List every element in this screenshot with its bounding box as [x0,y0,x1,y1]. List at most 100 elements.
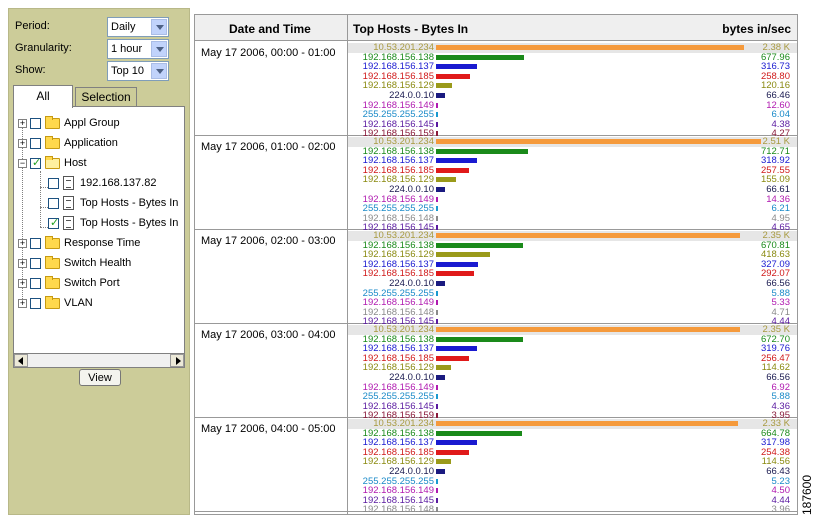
figure-id: 187600 [800,470,823,520]
period-time: May 17 2006, 02:00 - 03:00 [201,235,336,247]
host-name[interactable]: 192.168.156.149 [362,297,434,309]
chevron-down-icon[interactable] [151,19,167,35]
expand-icon[interactable]: + [18,298,27,308]
host-name[interactable]: 192.168.156.185 [362,446,434,458]
host-bar [436,375,445,380]
checkbox[interactable] [30,156,41,169]
granularity-label: Granularity: [15,42,72,54]
host-name[interactable]: 10.53.201.234 [373,42,434,53]
expand-icon[interactable]: + [18,138,27,148]
checkbox[interactable] [48,178,59,189]
checkbox[interactable] [30,258,41,269]
host-name[interactable]: 192.168.156.138 [362,239,434,251]
host-value: 114.56 [761,456,790,468]
host-name[interactable]: 192.168.156.185 [362,164,434,176]
view-button[interactable]: View [79,369,121,386]
host-name[interactable]: 192.168.156.149 [362,193,434,205]
host-name[interactable]: 255.255.255.255 [362,475,434,487]
checkbox[interactable] [48,216,59,229]
host-name[interactable]: 192.168.156.159 [362,128,434,140]
tab-all[interactable]: All [13,85,73,108]
granularity-value: 1 hour [111,43,143,55]
host-name[interactable]: 10.53.201.234 [373,230,434,241]
host-name[interactable]: 255.255.255.255 [362,203,434,215]
host-name[interactable]: 192.168.156.137 [362,343,434,355]
host-name[interactable]: 10.53.201.234 [373,418,434,429]
host-name[interactable]: 224.0.0.10 [389,90,434,101]
host-value: 6.04 [771,109,791,121]
host-name[interactable]: 255.255.255.255 [362,287,434,299]
expand-icon[interactable]: + [18,278,27,288]
host-name[interactable]: 192.168.156.129 [362,80,434,92]
host-name[interactable]: 192.168.156.185 [362,70,434,82]
host-value: 2.51 K [762,136,790,147]
host-name[interactable]: 192.168.156.148 [362,504,434,515]
host-name[interactable]: 192.168.156.137 [362,437,434,449]
host-row: 192.168.156.148 3.96 [348,504,797,515]
host-row: 192.168.156.137 317.98 [348,437,797,449]
checkbox[interactable] [30,278,41,289]
host-name[interactable]: 192.168.156.137 [362,258,434,270]
host-name[interactable]: 192.168.156.185 [362,352,434,364]
host-name[interactable]: 224.0.0.10 [389,184,434,195]
tab-selection[interactable]: Selection [75,87,137,107]
host-value: 5.33 [771,297,791,309]
host-name[interactable]: 10.53.201.234 [373,324,434,335]
host-name[interactable]: 192.168.156.149 [362,381,434,393]
host-name[interactable]: 192.168.156.149 [362,485,434,497]
scroll-left-icon[interactable] [14,354,28,367]
host-name[interactable]: 10.53.201.234 [373,136,434,147]
host-name[interactable]: 224.0.0.10 [389,372,434,383]
host-name[interactable]: 192.168.156.129 [362,174,434,186]
host-name[interactable]: 192.168.156.138 [362,145,434,157]
host-name[interactable]: 192.168.156.145 [362,118,434,130]
host-name[interactable]: 192.168.156.129 [362,456,434,468]
expand-icon[interactable]: + [18,258,27,268]
host-name[interactable]: 192.168.156.137 [362,61,434,73]
granularity-select[interactable]: 1 hour [107,39,169,59]
host-row: 224.0.0.10 66.46 [348,90,797,101]
period-select[interactable]: Daily [107,17,169,37]
host-row: 192.168.156.149 5.33 [348,297,797,309]
table-header: Date and Time Top Hosts - Bytes In bytes… [195,15,797,41]
chevron-down-icon[interactable] [151,63,167,79]
host-row: 10.53.201.234 2.38 K [348,42,797,53]
host-name[interactable]: 192.168.156.185 [362,268,434,280]
host-name[interactable]: 224.0.0.10 [389,278,434,289]
host-name[interactable]: 192.168.156.145 [362,494,434,506]
tree-item-label: 192.168.137.82 [80,177,157,189]
chevron-down-icon[interactable] [151,41,167,57]
host-name[interactable]: 192.168.156.138 [362,427,434,439]
host-name[interactable]: 192.168.156.129 [362,362,434,374]
collapse-icon[interactable]: − [18,158,27,168]
host-value: 418.63 [760,249,790,261]
show-select[interactable]: Top 10 [107,61,169,81]
host-name[interactable]: 192.168.156.138 [362,333,434,345]
host-name[interactable]: 192.168.156.138 [362,51,434,63]
host-name[interactable]: 192.168.156.129 [362,249,434,261]
host-name[interactable]: 192.168.156.145 [362,316,434,328]
host-name[interactable]: 192.168.156.148 [362,212,434,224]
checkbox[interactable] [30,118,41,129]
host-bar [436,131,438,137]
host-value: 66.56 [766,372,790,383]
checkbox[interactable] [30,138,41,149]
host-name[interactable]: 192.168.156.145 [362,400,434,412]
scroll-right-icon[interactable] [170,354,184,367]
host-name[interactable]: 192.168.156.159 [362,410,434,422]
host-name[interactable]: 192.168.156.148 [362,306,434,318]
expand-icon[interactable]: + [18,238,27,248]
host-name[interactable]: 255.255.255.255 [362,109,434,121]
left-panel: Period: Daily Granularity: 1 hour Show: … [8,8,190,515]
host-name[interactable]: 192.168.156.149 [362,99,434,111]
tree-horizontal-scrollbar[interactable] [13,353,185,368]
checkbox[interactable] [30,298,41,309]
expand-icon[interactable]: + [18,118,27,128]
host-value: 257.55 [760,164,790,176]
checkbox[interactable] [30,238,41,249]
host-name[interactable]: 255.255.255.255 [362,391,434,403]
checkbox[interactable] [48,198,59,209]
host-name[interactable]: 192.168.156.145 [362,222,434,234]
host-name[interactable]: 192.168.156.137 [362,155,434,167]
host-name[interactable]: 224.0.0.10 [389,466,434,477]
